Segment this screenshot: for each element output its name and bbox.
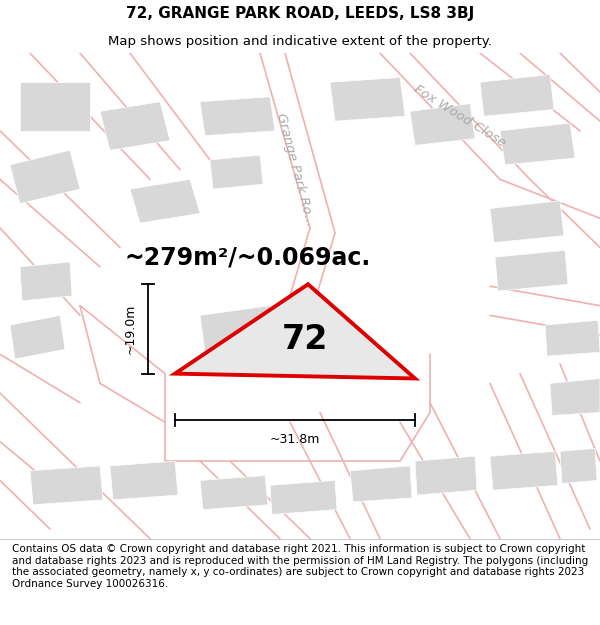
Polygon shape [110, 461, 178, 500]
Text: Map shows position and indicative extent of the property.: Map shows position and indicative extent… [108, 35, 492, 48]
Polygon shape [10, 316, 65, 359]
Polygon shape [175, 284, 415, 379]
Polygon shape [495, 250, 568, 291]
Text: Fox Wood Close: Fox Wood Close [412, 82, 508, 150]
Polygon shape [20, 82, 90, 131]
Polygon shape [500, 123, 575, 165]
Polygon shape [200, 306, 275, 352]
Polygon shape [330, 78, 405, 121]
Text: 72, GRANGE PARK ROAD, LEEDS, LS8 3BJ: 72, GRANGE PARK ROAD, LEEDS, LS8 3BJ [126, 6, 474, 21]
Polygon shape [270, 481, 337, 514]
Text: Grange Park Ro...: Grange Park Ro... [274, 112, 316, 228]
Polygon shape [10, 150, 80, 204]
Polygon shape [100, 102, 170, 150]
Polygon shape [130, 179, 200, 223]
Polygon shape [480, 74, 554, 116]
Polygon shape [545, 320, 600, 356]
Polygon shape [490, 451, 558, 490]
Polygon shape [550, 379, 600, 416]
Text: 72: 72 [282, 323, 328, 356]
Polygon shape [210, 155, 263, 189]
Polygon shape [490, 201, 564, 242]
Polygon shape [350, 466, 412, 502]
Text: ~19.0m: ~19.0m [124, 304, 137, 354]
Text: Contains OS data © Crown copyright and database right 2021. This information is : Contains OS data © Crown copyright and d… [12, 544, 588, 589]
Polygon shape [200, 476, 268, 509]
Polygon shape [410, 104, 475, 146]
Polygon shape [560, 448, 597, 483]
Polygon shape [20, 262, 72, 301]
Polygon shape [30, 466, 103, 505]
Polygon shape [415, 456, 477, 495]
Text: ~31.8m: ~31.8m [270, 433, 320, 446]
Text: ~279m²/~0.069ac.: ~279m²/~0.069ac. [125, 245, 371, 269]
Polygon shape [200, 97, 275, 136]
